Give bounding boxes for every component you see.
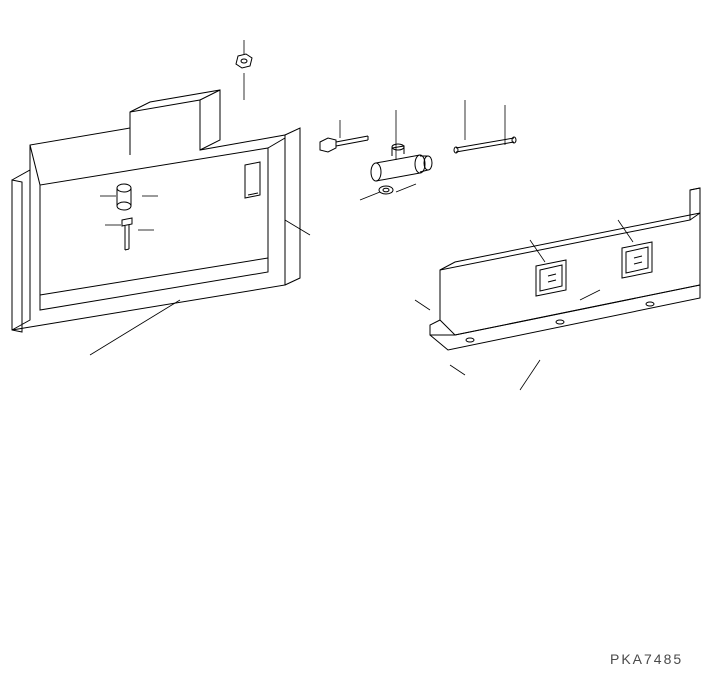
bolt-part bbox=[320, 136, 368, 152]
hinge-pin-part bbox=[454, 137, 516, 153]
lock-tab-right bbox=[622, 242, 652, 278]
technical-diagram: PKA7485 bbox=[0, 0, 707, 678]
small-bolt-part bbox=[122, 218, 132, 250]
left-frame-part bbox=[12, 90, 300, 332]
hinge-shaft-part bbox=[371, 144, 432, 181]
drawing-number-label: PKA7485 bbox=[610, 651, 683, 667]
right-cover-part bbox=[430, 188, 700, 350]
lock-tab-left bbox=[536, 260, 566, 296]
washer-part bbox=[379, 186, 393, 194]
bushing-part bbox=[117, 184, 131, 210]
top-nut-part bbox=[236, 54, 252, 68]
leader-lines bbox=[90, 40, 633, 390]
